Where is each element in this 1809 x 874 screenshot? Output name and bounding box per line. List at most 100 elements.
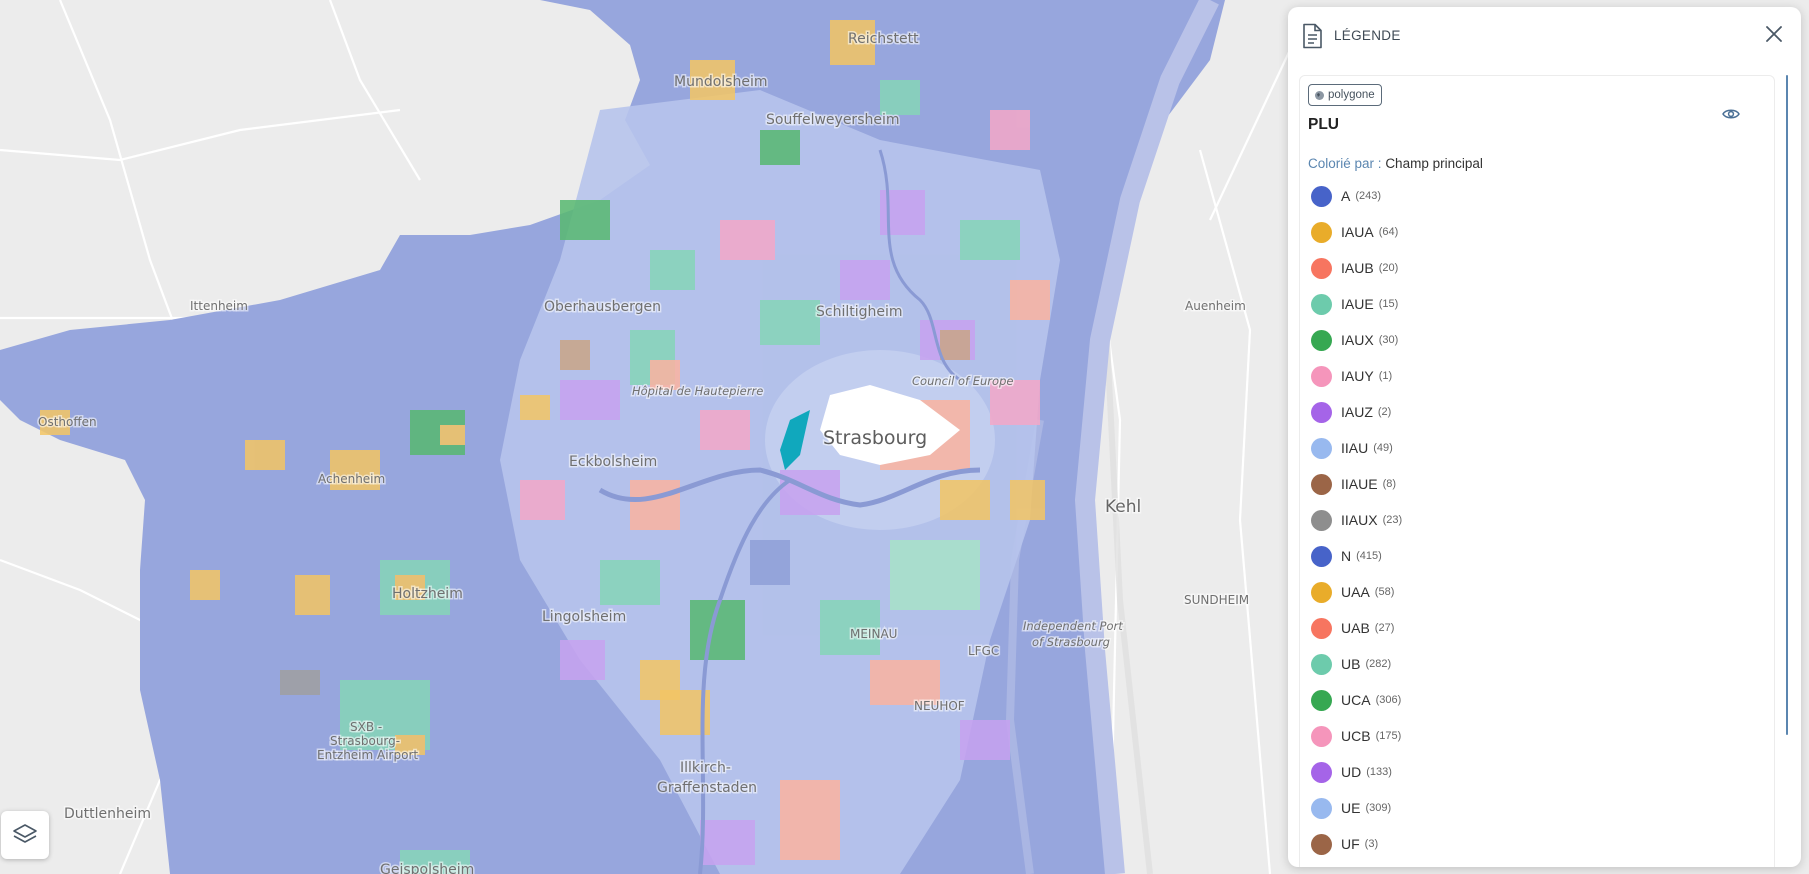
place-label-souffelweyersheim: Souffelweyersheim: [766, 112, 900, 128]
layer-type-label: polygone: [1328, 89, 1375, 101]
colored-by: Colorié par : Champ principal: [1308, 156, 1483, 171]
legend-color-swatch: [1311, 509, 1332, 531]
legend-item: IAUY (1): [1311, 358, 1402, 394]
legend-item-label: UE: [1341, 800, 1361, 816]
legend-item-count: (306): [1375, 694, 1402, 706]
legend-item: IIAUX (23): [1311, 502, 1402, 538]
legend-item-label: IIAUE: [1341, 476, 1378, 492]
place-label-schiltigheim: Schiltigheim: [816, 304, 903, 320]
place-label-illkirch-2: Graffenstaden: [657, 780, 757, 796]
legend-items: A (243) IAUA (64) IAUB (20) IAUE (15) IAUX (30) IA…: [1311, 178, 1402, 862]
legend-item: UAB (27): [1311, 610, 1402, 646]
place-label-lingolsheim: Lingolsheim: [542, 609, 626, 625]
layer-name: PLU: [1308, 116, 1339, 133]
layer-card-plu: polygone PLU Colorié par : Champ princip…: [1299, 75, 1775, 867]
place-label-eckbolsheim: Eckbolsheim: [569, 454, 657, 470]
legend-item-label: UD: [1341, 764, 1362, 780]
legend-item-label: IIAU: [1341, 440, 1369, 456]
colored-by-value: Champ principal: [1385, 156, 1483, 171]
legend-color-swatch: [1311, 257, 1332, 279]
legend-color-swatch: [1311, 833, 1332, 855]
legend-title: LÉGENDE: [1334, 28, 1401, 43]
place-label-illkirch-1: Illkirch-: [680, 760, 731, 776]
legend-item-count: (282): [1365, 658, 1392, 670]
legend-item: UE (309): [1311, 790, 1402, 826]
legend-color-swatch: [1311, 293, 1332, 315]
place-label-port-2: of Strasbourg: [1032, 635, 1110, 649]
place-label-strasbourg: Strasbourg: [823, 427, 927, 449]
place-label-sxb-1: SXB -: [350, 720, 382, 734]
legend-color-swatch: [1311, 185, 1332, 207]
place-label-duttlenheim: Duttlenheim: [64, 806, 151, 822]
legend-item-count: (64): [1378, 226, 1399, 238]
legend-item-label: UCB: [1341, 728, 1371, 744]
legend-color-swatch: [1311, 437, 1332, 459]
place-label-reichstett: Reichstett: [848, 31, 919, 47]
place-label-port-1: Independent Port: [1023, 619, 1123, 633]
legend-item-count: (243): [1355, 190, 1382, 202]
legend-item: UB (282): [1311, 646, 1402, 682]
legend-color-swatch: [1311, 581, 1332, 603]
legend-item-label: IAUZ: [1341, 404, 1373, 420]
colored-by-label: Colorié par :: [1308, 156, 1382, 171]
legend-item-count: (1): [1378, 370, 1393, 382]
legend-item: N (415): [1311, 538, 1402, 574]
legend-item-count: (20): [1378, 262, 1399, 274]
legend-item: IAUB (20): [1311, 250, 1402, 286]
legend-item-count: (175): [1375, 730, 1402, 742]
layer-type-tag: polygone: [1308, 84, 1382, 106]
legend-color-swatch: [1311, 617, 1332, 639]
legend-item-label: A: [1341, 188, 1351, 204]
layers-button[interactable]: [1, 811, 49, 859]
legend-item: UD (133): [1311, 754, 1402, 790]
legend-item: IIAUE (8): [1311, 466, 1402, 502]
close-icon[interactable]: [1765, 25, 1783, 43]
legend-item-count: (415): [1356, 550, 1382, 562]
globe-icon: [1315, 90, 1324, 100]
legend-item-label: N: [1341, 548, 1352, 564]
legend-item-count: (23): [1382, 514, 1403, 526]
legend-item: IIAU (49): [1311, 430, 1402, 466]
legend-item: UCB (175): [1311, 718, 1402, 754]
legend-color-swatch: [1311, 545, 1332, 567]
legend-item-label: UB: [1341, 656, 1361, 672]
layers-icon: [13, 824, 37, 843]
place-label-sxb-2: Strasbourg-: [330, 734, 400, 748]
legend-item-label: IIAUX: [1341, 512, 1378, 528]
legend-item: IAUA (64): [1311, 214, 1402, 250]
legend-color-swatch: [1311, 725, 1332, 747]
legend-item-count: (309): [1365, 802, 1392, 814]
legend-item-label: UAB: [1341, 620, 1370, 636]
legend-item-count: (2): [1377, 406, 1392, 418]
legend-panel: LÉGENDE polygone PLU Colorié par : Champ…: [1288, 7, 1801, 867]
place-label-ittenheim: Ittenheim: [190, 299, 248, 313]
legend-color-swatch: [1311, 797, 1332, 819]
legend-item-label: UAA: [1341, 584, 1370, 600]
place-label-holtzheim: Holtzheim: [392, 586, 463, 602]
legend-color-swatch: [1311, 329, 1332, 351]
legend-item: UAA (58): [1311, 574, 1402, 610]
legend-item-count: (15): [1378, 298, 1399, 310]
legend-scrollbar[interactable]: [1786, 75, 1788, 735]
legend-item-label: IAUX: [1341, 332, 1374, 348]
legend-item-count: (27): [1374, 622, 1395, 634]
legend-color-swatch: [1311, 401, 1332, 423]
legend-item: IAUZ (2): [1311, 394, 1402, 430]
legend-item: A (243): [1311, 178, 1402, 214]
place-label-mundolsheim: Mundolsheim: [674, 74, 767, 90]
legend-item-count: (30): [1378, 334, 1399, 346]
legend-item-label: IAUY: [1341, 368, 1374, 384]
legend-item-label: UCA: [1341, 692, 1371, 708]
legend-item: IAUX (30): [1311, 322, 1402, 358]
place-label-sundheim: SUNDHEIM: [1184, 593, 1249, 607]
legend-item: IAUE (15): [1311, 286, 1402, 322]
place-label-kehl: Kehl: [1105, 497, 1141, 517]
place-label-geispolsheim: Geispolsheim: [380, 862, 474, 874]
document-icon: [1303, 23, 1322, 49]
legend-item-count: (8): [1382, 478, 1397, 490]
eye-icon[interactable]: [1722, 107, 1740, 121]
legend-item-count: (3): [1364, 838, 1379, 850]
legend-header: LÉGENDE: [1288, 7, 1801, 67]
place-label-council: Council of Europe: [912, 374, 1013, 388]
place-label-hopital: Hôpital de Hautepierre: [632, 384, 763, 398]
